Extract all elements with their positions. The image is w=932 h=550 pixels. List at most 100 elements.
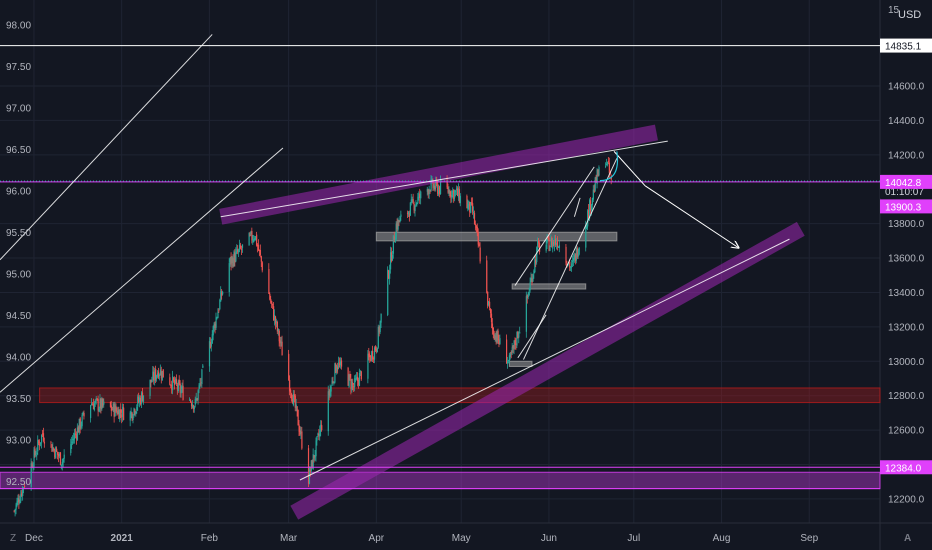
- candle-body: [137, 396, 139, 407]
- candle-body: [212, 326, 214, 336]
- candle-body: [20, 494, 22, 502]
- candle-body: [279, 340, 281, 344]
- candle-body: [272, 303, 274, 306]
- candle-body: [357, 379, 360, 385]
- right-axis-tick-label: 14400.0: [888, 116, 925, 127]
- candle-body: [73, 438, 75, 441]
- candle-body: [428, 189, 430, 195]
- candle-body: [236, 249, 238, 252]
- candle-body: [449, 191, 451, 197]
- countdown-label: 01:10:07: [885, 187, 924, 198]
- trendline: [0, 147, 284, 393]
- candle-body: [316, 436, 318, 441]
- candle-body: [415, 202, 417, 206]
- trendline: [514, 166, 595, 286]
- right-axis-tick-label: 12800.0: [888, 391, 925, 402]
- candle-body: [372, 350, 374, 360]
- candle-body: [256, 234, 258, 246]
- candle-body: [139, 397, 141, 402]
- candle-body: [577, 254, 579, 257]
- candle-body: [221, 292, 223, 296]
- candle-body: [268, 268, 270, 294]
- candle-body: [408, 213, 411, 217]
- candle-body: [274, 316, 277, 324]
- left-axis-tick-label: 96.00: [6, 186, 31, 197]
- candle-body: [466, 195, 468, 209]
- candle-body: [399, 217, 401, 223]
- candle-body: [170, 384, 172, 386]
- candle-body: [115, 406, 117, 411]
- projection-arrow: [613, 151, 646, 187]
- zone-rect: [511, 283, 587, 290]
- candle-body: [138, 397, 140, 402]
- projection-curve: [599, 151, 619, 182]
- candle-body: [103, 401, 105, 405]
- candle-body: [407, 211, 410, 215]
- candle-body: [78, 418, 80, 433]
- candle-body: [438, 187, 440, 195]
- candle-body: [578, 247, 580, 255]
- candle-body: [154, 370, 156, 381]
- candle-body: [447, 187, 449, 193]
- candle-body: [356, 377, 358, 379]
- candle-body: [70, 444, 72, 454]
- candle-body: [257, 244, 260, 251]
- candle-body: [456, 188, 458, 191]
- candle-body: [546, 237, 548, 244]
- candle-body: [489, 308, 492, 314]
- right-axis-tick-label: 13800.0: [888, 219, 925, 230]
- candle-body: [572, 258, 575, 262]
- candle-body: [393, 236, 395, 242]
- candle-body: [475, 225, 478, 229]
- candle-body: [497, 330, 499, 341]
- candle-body: [92, 403, 95, 410]
- candle-body: [132, 417, 134, 421]
- candle-body: [13, 510, 15, 512]
- candle-body: [554, 239, 556, 246]
- magenta-upper-price-tag: 14042.8: [885, 178, 922, 189]
- candle-body: [467, 204, 469, 210]
- candle-body: [58, 453, 61, 457]
- x-axis-label: Jun: [541, 533, 557, 544]
- candle-body: [375, 349, 378, 352]
- candle-body: [194, 399, 196, 405]
- candle-body: [295, 404, 297, 408]
- candle-body: [232, 257, 234, 267]
- right-axis-tick-label: 14600.0: [888, 82, 925, 93]
- candle-body: [52, 447, 54, 451]
- candle-body: [331, 380, 333, 386]
- candle-body: [300, 432, 302, 434]
- candle-body: [155, 369, 157, 380]
- candle-body: [597, 170, 599, 177]
- candle-body: [321, 425, 323, 431]
- candle-body: [241, 244, 244, 248]
- x-axis-label: Apr: [369, 533, 385, 544]
- candle-body: [605, 165, 607, 167]
- left-axis-tick-label: 96.50: [6, 145, 31, 156]
- candle-body: [429, 190, 431, 192]
- candle-body: [492, 327, 494, 335]
- candle-body: [96, 398, 98, 400]
- candle-body: [446, 180, 448, 188]
- candle-body: [590, 204, 593, 211]
- candle-body: [281, 341, 283, 356]
- candle-body: [289, 380, 291, 392]
- candle-body: [426, 189, 428, 192]
- candle-body: [41, 433, 44, 435]
- currency-label[interactable]: USD: [898, 9, 921, 21]
- trendline: [573, 197, 581, 217]
- trendline: [220, 140, 668, 218]
- candle-body: [555, 242, 558, 246]
- candle-body: [471, 202, 473, 204]
- candle-body: [356, 376, 359, 381]
- candle-body: [161, 371, 163, 380]
- candle-body: [213, 323, 215, 328]
- magenta-upper-price-tag-bg: [880, 174, 932, 189]
- candle-body: [516, 331, 518, 346]
- candle-body: [72, 438, 74, 440]
- candle-body: [339, 361, 342, 366]
- candle-body: [233, 252, 235, 267]
- candle-body: [195, 398, 197, 401]
